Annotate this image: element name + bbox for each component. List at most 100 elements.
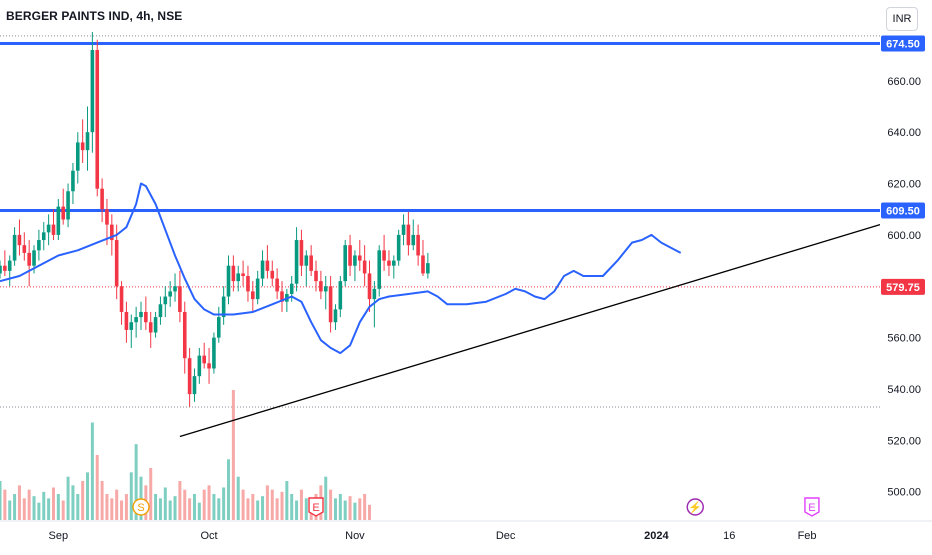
volume-bar [299,489,303,520]
time-tick-label: Dec [496,530,516,542]
candle-body [392,260,396,266]
candle-body [7,260,12,271]
volume-bar [212,494,216,520]
candle-body [309,255,313,271]
volume-bar [158,498,162,520]
volume-bar [363,494,367,520]
candle-body [0,265,2,274]
volume-bar [8,500,12,520]
candle-body [139,311,143,318]
candle-body [3,265,7,271]
volume-bar [27,489,31,520]
candle-body [241,273,245,276]
event-marker: E [308,497,324,517]
volume-bar [51,487,55,520]
event-marker-badge [804,497,820,517]
candle-body [56,206,61,235]
price-tick-label: 660.00 [887,76,921,88]
volume-bar [173,496,177,520]
volume-bar [222,487,226,520]
volume-bar [149,468,153,520]
volume-bar [348,496,352,520]
candle-body [66,191,70,220]
candle-body [153,317,158,333]
candle-body [251,291,255,300]
candle-body [362,260,367,274]
level-layer [0,42,880,288]
volume-bar [338,494,342,520]
time-tick-label: 16 [723,530,735,542]
candle-body [37,240,41,251]
volume-bar [90,422,94,520]
volume-bar [105,494,109,520]
candle-body [353,255,357,266]
currency-button[interactable]: INR [886,7,918,31]
candle-body [173,286,177,292]
volume-bar [76,494,80,520]
event-marker-label: S [137,502,144,514]
candle-body [236,273,241,282]
candle-body [406,224,411,246]
price-tick-label: 500.00 [887,487,921,499]
candle-body [216,317,221,338]
volume-bar [353,502,357,520]
volume-bar [358,498,362,520]
candle-body [129,322,134,330]
time-tick-label: Nov [345,530,365,542]
candle-body [221,296,226,318]
candle-body [192,376,197,395]
volume-bar [37,502,41,520]
candle-body [100,188,104,210]
volume-bar [207,485,211,520]
price-level-tag-label: 609.50 [886,206,920,218]
candle-body [144,311,148,323]
grid-layer [0,35,880,408]
event-marker-circle [132,498,150,516]
price-level-tag-label: 674.50 [886,39,920,51]
volume-bar [0,481,2,520]
volume-bar [47,498,51,520]
volume-bar [81,481,85,520]
candle-body [12,234,17,261]
volume-bar [333,498,337,520]
candle-body [105,209,109,225]
volume-bar [115,489,119,520]
candle-body [270,270,275,279]
candle-body [338,281,343,310]
volume-bar [154,494,158,520]
volume-bar [22,498,26,520]
volume-bar [178,481,182,520]
volume-bar [256,500,260,520]
candle-body [348,245,352,266]
event-marker: E [804,497,820,517]
candle-body [22,245,27,253]
volume-bar [168,500,172,520]
price-tick-label: 620.00 [887,179,921,191]
volume-bar [265,485,269,520]
candle-body [260,260,265,279]
volume-bar [71,485,75,520]
price-level-tag [881,278,925,295]
candle-body [328,286,333,323]
time-tick-label: Feb [798,530,817,542]
candle-body [32,250,36,266]
volume-bar [295,500,299,520]
candle-body [85,132,90,151]
volume-bar [261,496,265,520]
volume-bar [66,476,70,520]
moving-average-line [0,182,682,355]
candle-body [357,255,362,261]
candle-body [421,255,425,274]
volume-bar [343,500,347,520]
moving-average-layer [0,182,682,355]
candle-body [114,240,119,287]
candle-body [124,311,129,330]
price-axis-panel [880,0,932,550]
volume-bar [110,498,114,520]
volume-bar [61,500,65,520]
candle-body [265,260,270,271]
candle-body [396,234,401,261]
volume-bar [86,472,90,520]
